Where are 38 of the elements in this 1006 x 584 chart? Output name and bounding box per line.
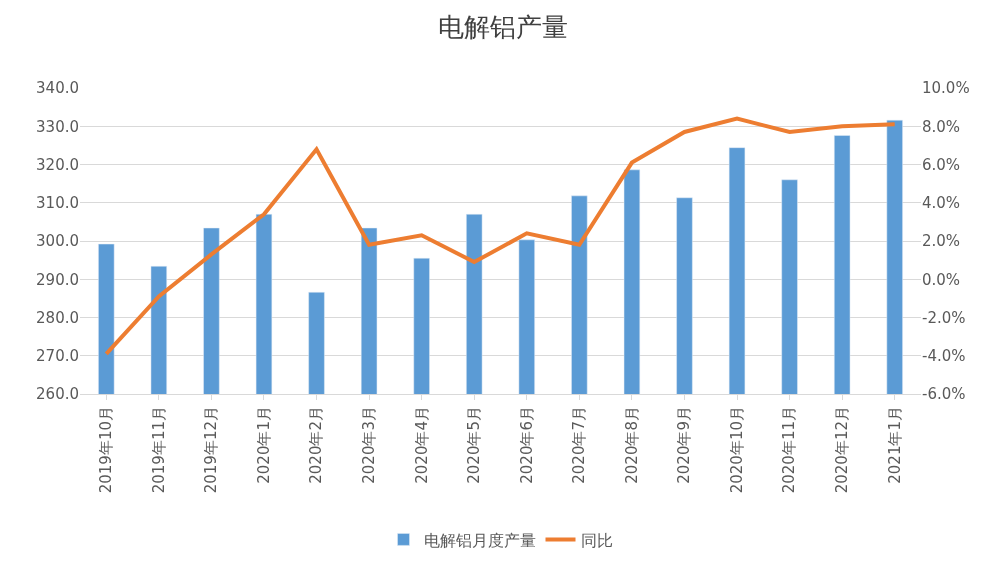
x-tick-label: 2021年1月 xyxy=(885,406,904,484)
x-tick-label: 2019年10月 xyxy=(97,406,116,494)
x-tick-label: 2020年1月 xyxy=(254,406,273,484)
x-tick-label: 2020年6月 xyxy=(517,406,536,484)
y-tick-label: 290.0 xyxy=(36,270,79,289)
y-tick-label: 310.0 xyxy=(36,194,79,212)
y2-tick-label: 0.0% xyxy=(922,270,961,289)
x-tick-label: 2020年11月 xyxy=(780,406,799,494)
y2-tick-label: -6.0% xyxy=(922,385,966,404)
x-tick-label: 2020年3月 xyxy=(359,406,378,484)
x-tick-label: 2020年4月 xyxy=(412,406,431,484)
chart-title: 电解铝产量 xyxy=(438,11,568,42)
y2-tick-label: 8.0% xyxy=(922,117,961,136)
y2-tick-label: 2.0% xyxy=(922,232,961,251)
x-tick-label: 2020年9月 xyxy=(675,406,694,484)
x-tick-label: 2019年11月 xyxy=(149,406,168,494)
line-series xyxy=(104,116,897,356)
y2-tick-label: 6.0% xyxy=(922,155,961,174)
y2-tick-label: 4.0% xyxy=(922,194,961,212)
y2-tick-label: -2.0% xyxy=(922,308,966,327)
y2-tick-label: 10.0% xyxy=(922,79,970,98)
x-tick-label: 2019年12月 xyxy=(202,406,221,494)
legend-label: 同比 xyxy=(580,530,613,550)
x-tick-label: 2020年2月 xyxy=(307,406,326,484)
x-tick-label: 2020年7月 xyxy=(570,406,589,484)
x-tick-label: 2020年5月 xyxy=(465,406,484,484)
y2-tick-label: -4.0% xyxy=(922,347,966,365)
y-tick-label: 280.0 xyxy=(36,308,79,327)
x-tick-label: 2020年12月 xyxy=(833,406,852,494)
legend-label: 电解铝月度产量 xyxy=(423,530,536,550)
y-tick-label: 320.0 xyxy=(36,155,79,174)
y-tick-label: 300.0 xyxy=(36,232,79,251)
y-tick-label: 270.0 xyxy=(36,347,79,365)
y-tick-label: 260.0 xyxy=(36,385,79,404)
y-tick-label: 340.0 xyxy=(36,79,79,98)
y-tick-label: 330.0 xyxy=(36,117,79,136)
x-tick-label: 2020年8月 xyxy=(622,406,641,484)
x-tick-label: 2020年10月 xyxy=(727,406,746,494)
